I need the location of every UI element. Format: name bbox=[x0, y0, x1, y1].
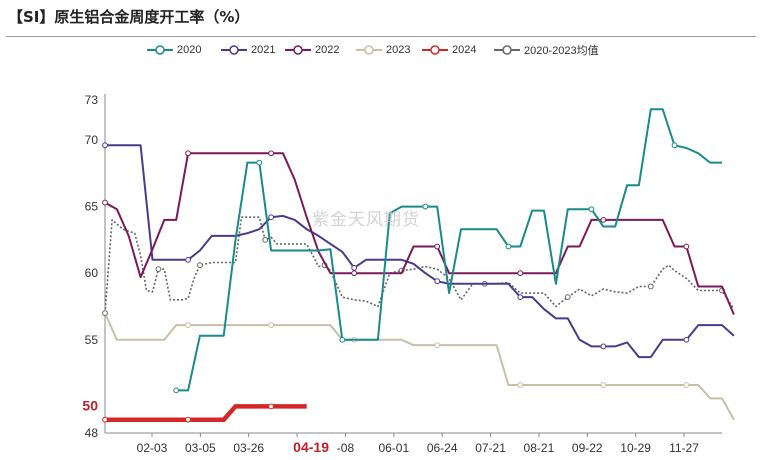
y-tick-label: 70 bbox=[85, 133, 99, 147]
data-point bbox=[683, 243, 690, 250]
data-point bbox=[268, 403, 275, 410]
legend-swatch-icon bbox=[285, 45, 311, 55]
data-point bbox=[102, 416, 108, 423]
legend-swatch-icon bbox=[494, 45, 520, 55]
data-point bbox=[351, 270, 358, 277]
data-point bbox=[647, 283, 654, 290]
y-tick-label: 73 bbox=[85, 93, 99, 107]
x-tick-label: 08-21 bbox=[524, 441, 555, 455]
data-point bbox=[434, 278, 441, 285]
data-point bbox=[197, 262, 203, 269]
legend-item-2024[interactable]: 2024 bbox=[422, 40, 476, 60]
legend-label: 2022 bbox=[315, 44, 340, 56]
data-point bbox=[102, 310, 108, 317]
series-line-2021 bbox=[105, 144, 735, 359]
data-point bbox=[185, 416, 191, 423]
data-point bbox=[351, 264, 358, 271]
y-tick-label: 50 bbox=[82, 397, 98, 413]
data-point bbox=[339, 336, 346, 343]
legend-item-average[interactable]: 2020-2023均值 bbox=[494, 40, 599, 60]
data-point bbox=[600, 382, 607, 388]
data-point bbox=[268, 322, 275, 329]
data-point bbox=[671, 142, 678, 149]
data-point bbox=[422, 203, 429, 210]
data-point bbox=[185, 322, 191, 329]
data-point bbox=[600, 216, 607, 223]
data-point bbox=[517, 270, 524, 277]
legend-label: 2021 bbox=[251, 44, 276, 56]
x-tick-label: 06-24 bbox=[427, 441, 458, 455]
series-line-2023 bbox=[104, 312, 735, 421]
x-tick-label: 07-21 bbox=[475, 441, 506, 455]
data-point bbox=[434, 342, 441, 348]
legend-label: 2020 bbox=[177, 44, 202, 56]
legend-swatch-icon bbox=[147, 45, 173, 55]
x-tick-label: 02-03 bbox=[137, 441, 168, 455]
series-line-2020-2023均值 bbox=[104, 216, 735, 314]
legend-swatch-icon bbox=[356, 45, 382, 55]
y-tick-label: 65 bbox=[85, 200, 99, 214]
data-point bbox=[185, 256, 191, 263]
watermark: 紫金天风期货 bbox=[312, 210, 420, 230]
x-tick-label: 04-19 bbox=[293, 439, 329, 455]
data-point bbox=[517, 294, 524, 301]
title-divider bbox=[6, 36, 756, 37]
x-tick-label: 03-26 bbox=[233, 441, 264, 455]
x-tick-label: 11-27 bbox=[669, 441, 699, 455]
y-tick-label: 60 bbox=[85, 266, 99, 280]
legend: 2020 2021 2022 2023 2024 2020-2023均值 bbox=[0, 40, 763, 60]
y-tick-label: 55 bbox=[85, 333, 99, 347]
data-point bbox=[564, 294, 571, 301]
legend-swatch-icon bbox=[422, 45, 448, 55]
x-tick-label: 09-22 bbox=[572, 441, 603, 455]
data-point bbox=[185, 150, 191, 157]
chart-title: 【SI】原生铝合金周度开工率（%） bbox=[8, 8, 250, 26]
data-point bbox=[683, 336, 690, 343]
series-line-2020 bbox=[176, 108, 722, 392]
data-point bbox=[102, 142, 108, 149]
y-tick-label: 48 bbox=[85, 426, 99, 440]
legend-label: 2024 bbox=[452, 44, 477, 56]
data-point bbox=[102, 199, 108, 206]
x-tick-label: -08 bbox=[337, 441, 355, 455]
x-tick-label: 10-29 bbox=[620, 441, 651, 455]
data-point bbox=[155, 266, 162, 273]
data-point bbox=[588, 206, 595, 213]
x-tick-label: 06-01 bbox=[378, 441, 409, 455]
legend-item-2022[interactable]: 2022 bbox=[285, 40, 339, 60]
series-line-2022 bbox=[104, 152, 735, 315]
legend-item-2020[interactable]: 2020 bbox=[147, 40, 201, 60]
legend-label: 2023 bbox=[386, 44, 411, 56]
data-point bbox=[683, 382, 690, 388]
data-point bbox=[434, 243, 441, 250]
data-point bbox=[268, 214, 275, 221]
legend-swatch-icon bbox=[221, 45, 247, 55]
series-line-2024 bbox=[105, 404, 307, 422]
data-point bbox=[173, 387, 180, 394]
x-tick-label: 03-05 bbox=[185, 441, 216, 455]
legend-item-2021[interactable]: 2021 bbox=[221, 40, 275, 60]
legend-item-2023[interactable]: 2023 bbox=[356, 40, 410, 60]
data-point bbox=[505, 243, 512, 250]
data-point bbox=[268, 150, 275, 157]
data-point bbox=[256, 159, 263, 166]
legend-label: 2020-2023均值 bbox=[524, 45, 599, 57]
data-point bbox=[517, 382, 524, 388]
data-point bbox=[262, 236, 269, 243]
data-point bbox=[600, 343, 607, 350]
